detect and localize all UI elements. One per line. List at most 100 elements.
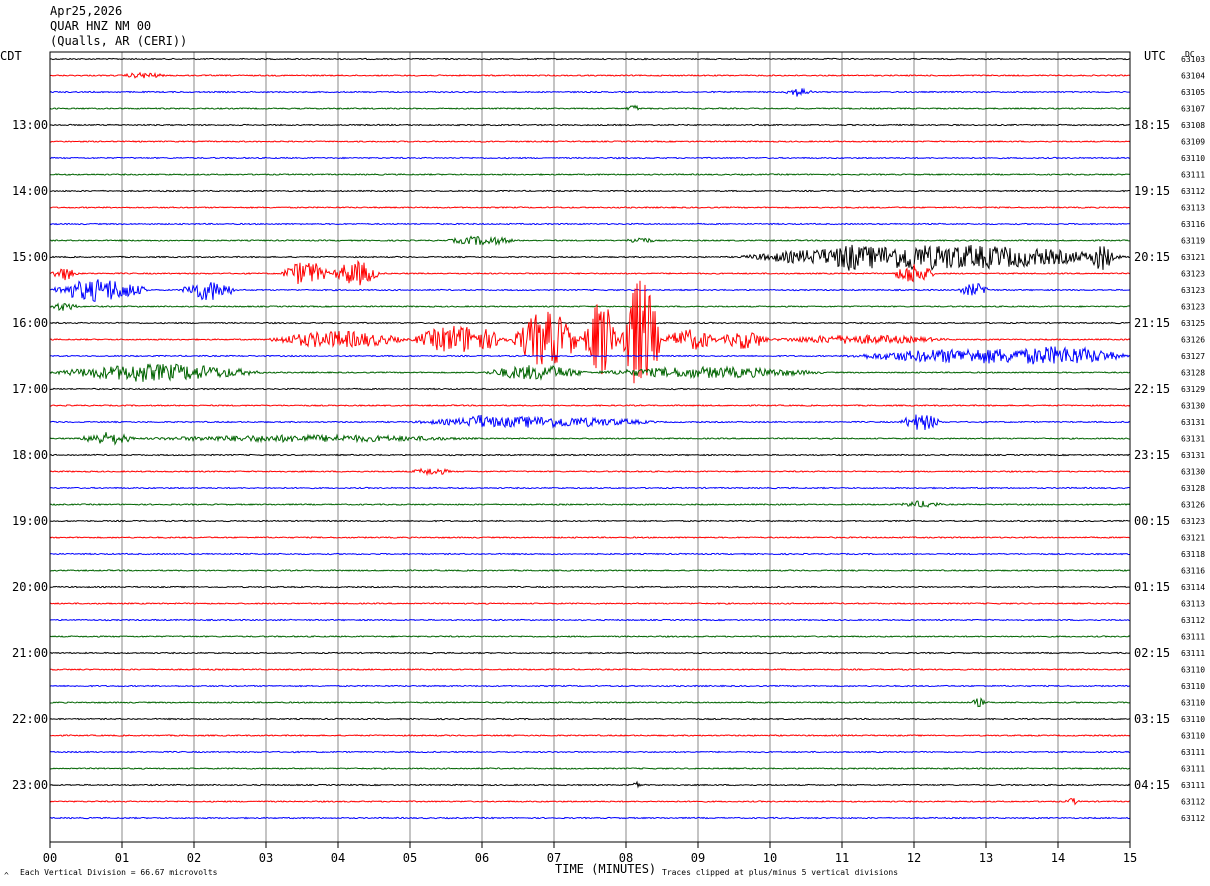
x-tick-label: 03 — [259, 851, 273, 865]
left-timezone-label: CDT — [0, 49, 22, 63]
dc-value: 63111 — [1181, 649, 1205, 658]
trace-line-4 — [49, 123, 1131, 127]
trace-line-44 — [49, 780, 1131, 789]
trace-line-9 — [49, 206, 1131, 209]
trace-line-12 — [50, 244, 1131, 271]
dc-value: 63131 — [1181, 451, 1205, 460]
dc-value: 63111 — [1181, 633, 1205, 642]
right-hour-label: 00:15 — [1134, 514, 1170, 528]
right-hour-label: 01:15 — [1134, 580, 1170, 594]
trace-line-46 — [49, 816, 1131, 820]
dc-value: 63109 — [1181, 138, 1205, 147]
trace-line-30 — [49, 552, 1130, 556]
dc-value: 63130 — [1181, 402, 1205, 411]
clip-note: Traces clipped at plus/minus 5 vertical … — [662, 868, 898, 877]
dc-value: 63108 — [1181, 121, 1205, 130]
left-hour-label: 23:00 — [12, 778, 48, 792]
trace-line-41 — [49, 734, 1131, 737]
header-date: Apr25,2026 — [50, 4, 123, 18]
dc-value: 63103 — [1181, 55, 1205, 64]
dc-value: 63131 — [1181, 418, 1205, 427]
dc-value: 63116 — [1181, 567, 1205, 576]
trace-line-6 — [49, 156, 1131, 160]
trace-line-3 — [49, 104, 1131, 111]
trace-line-45 — [49, 797, 1131, 806]
header-station: QUAR HNZ NM 00 — [50, 19, 152, 33]
dc-value: 63110 — [1181, 682, 1205, 691]
left-hour-label: 19:00 — [12, 514, 48, 528]
trace-line-26 — [49, 486, 1131, 490]
trace-line-37 — [49, 668, 1131, 671]
trace-line-7 — [49, 173, 1131, 176]
x-tick-label: 07 — [547, 851, 561, 865]
left-hour-label: 17:00 — [12, 382, 48, 396]
right-hour-label: 02:15 — [1134, 646, 1170, 660]
dc-value: 63112 — [1181, 798, 1205, 807]
dc-value: 63121 — [1181, 253, 1205, 262]
trace-line-31 — [49, 569, 1130, 572]
x-tick-label: 00 — [43, 851, 57, 865]
dc-value: 63104 — [1181, 72, 1205, 81]
dc-value: 63126 — [1181, 501, 1205, 510]
trace-line-34 — [49, 618, 1131, 622]
dc-value: 63126 — [1181, 336, 1205, 345]
x-tick-label: 11 — [835, 851, 849, 865]
dc-value: 63112 — [1181, 187, 1205, 196]
dc-value: 63121 — [1181, 534, 1205, 543]
dc-value: 63110 — [1181, 699, 1205, 708]
trace-lines — [49, 57, 1131, 820]
trace-line-28 — [50, 519, 1131, 523]
right-hour-label: 03:15 — [1134, 712, 1170, 726]
dc-value: 63118 — [1181, 550, 1205, 559]
trace-line-0 — [49, 57, 1131, 61]
right-hour-label: 19:15 — [1134, 184, 1170, 198]
dc-value: 63123 — [1181, 286, 1205, 295]
trace-line-24 — [49, 453, 1131, 457]
trace-line-33 — [49, 602, 1131, 605]
trace-line-21 — [49, 404, 1131, 407]
right-hour-label: 04:15 — [1134, 778, 1170, 792]
x-tick-label: 12 — [907, 851, 921, 865]
x-tick-label: 13 — [979, 851, 993, 865]
trace-line-16 — [49, 321, 1131, 325]
corner-mark: ^ — [4, 871, 9, 880]
right-hour-label: 21:15 — [1134, 316, 1170, 330]
dc-value: 63114 — [1181, 583, 1205, 592]
dc-value: 63110 — [1181, 666, 1205, 675]
trace-line-11 — [49, 235, 1130, 246]
trace-line-18 — [49, 346, 1131, 365]
x-tick-label: 06 — [475, 851, 489, 865]
dc-value: 63111 — [1181, 748, 1205, 757]
left-hour-label: 14:00 — [12, 184, 48, 198]
left-hour-label: 21:00 — [12, 646, 48, 660]
dc-value: 63111 — [1181, 765, 1205, 774]
left-hour-label: 13:00 — [12, 118, 48, 132]
dc-label: DC — [1185, 50, 1195, 59]
left-hour-label: 18:00 — [12, 448, 48, 462]
trace-line-8 — [49, 189, 1130, 193]
x-axis-label: TIME (MINUTES) — [555, 862, 656, 876]
trace-line-25 — [49, 467, 1131, 477]
dc-value: 63111 — [1181, 171, 1205, 180]
trace-line-14 — [49, 279, 1131, 302]
left-hour-label: 22:00 — [12, 712, 48, 726]
trace-line-42 — [49, 750, 1130, 754]
trace-line-27 — [49, 500, 1131, 508]
trace-line-23 — [49, 432, 1131, 446]
dc-value: 63125 — [1181, 319, 1205, 328]
trace-line-15 — [49, 302, 1131, 311]
trace-line-2 — [49, 87, 1130, 97]
x-tick-label: 10 — [763, 851, 777, 865]
trace-line-39 — [49, 697, 1131, 708]
trace-line-5 — [49, 140, 1131, 143]
trace-line-43 — [49, 767, 1131, 770]
trace-line-19 — [49, 363, 1131, 382]
dc-value: 63111 — [1181, 781, 1205, 790]
right-hour-label: 18:15 — [1134, 118, 1170, 132]
dc-value: 63131 — [1181, 435, 1205, 444]
dc-value: 63123 — [1181, 517, 1205, 526]
trace-line-13 — [49, 259, 1131, 286]
dc-value: 63105 — [1181, 88, 1205, 97]
dc-value: 63128 — [1181, 369, 1205, 378]
